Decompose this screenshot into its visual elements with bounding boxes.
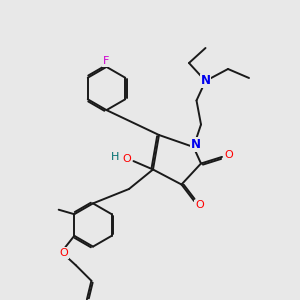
Text: O: O	[224, 150, 233, 161]
Text: H: H	[111, 152, 120, 162]
Text: O: O	[195, 200, 204, 211]
Text: O: O	[122, 154, 131, 164]
Text: N: N	[200, 74, 211, 88]
Text: O: O	[59, 248, 68, 258]
Text: F: F	[103, 56, 110, 66]
Text: N: N	[190, 138, 201, 152]
